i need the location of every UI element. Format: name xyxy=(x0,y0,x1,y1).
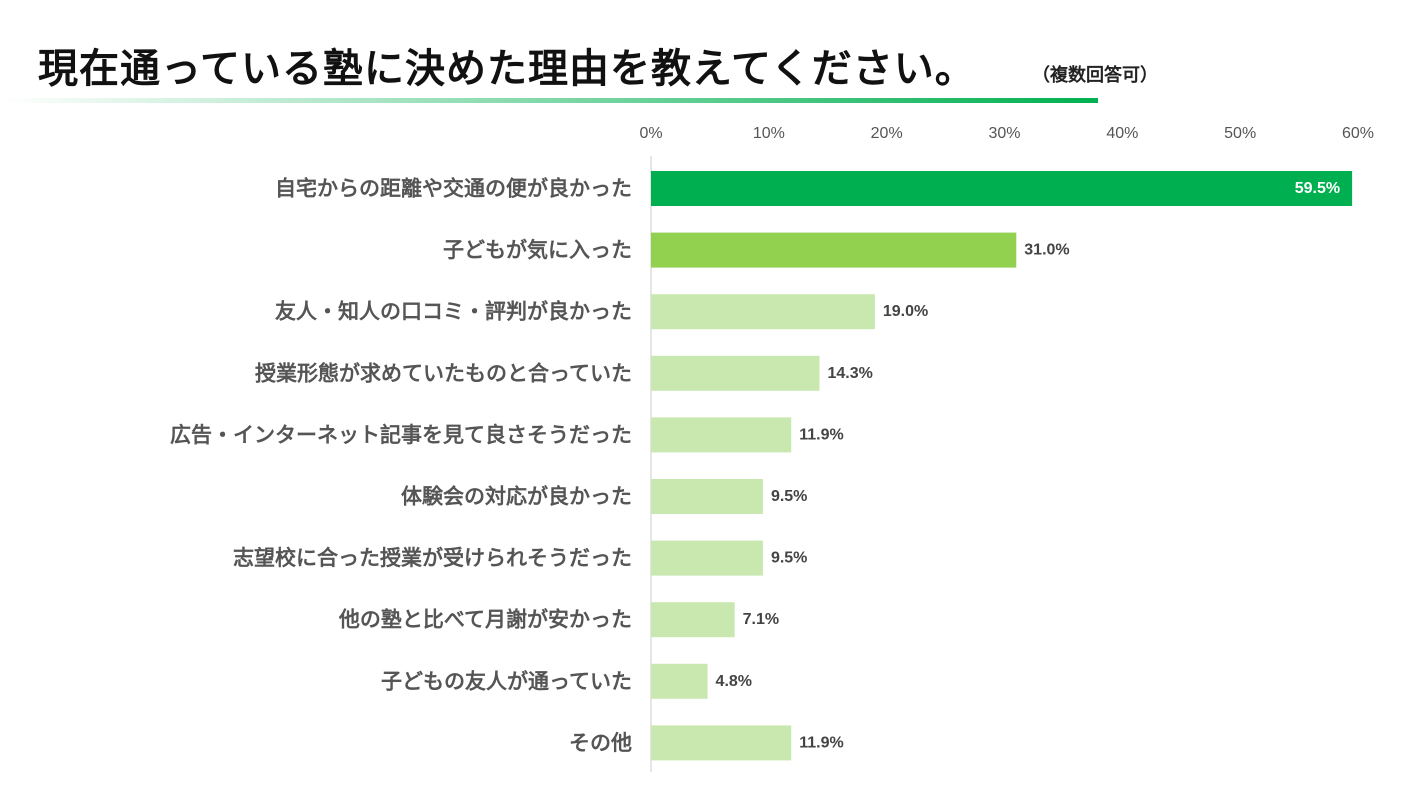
bar xyxy=(651,355,820,391)
value-label: 9.5% xyxy=(771,488,807,505)
x-tick-label: 30% xyxy=(988,125,1020,142)
bar xyxy=(651,663,708,699)
bar xyxy=(651,294,875,330)
bar xyxy=(651,171,1353,206)
bar xyxy=(651,540,763,576)
value-label: 14.3% xyxy=(828,365,873,382)
multiple-answer-note: （複数回答可） xyxy=(1032,65,1158,86)
value-label: 31.0% xyxy=(1024,242,1069,259)
value-label: 4.8% xyxy=(716,673,752,690)
category-label: 広告・インターネット記事を見て良さそうだった xyxy=(170,423,632,447)
category-label: 体験会の対応が良かった xyxy=(401,485,632,509)
x-tick-label: 10% xyxy=(753,125,785,142)
category-label: 自宅からの距離や交通の便が良かった xyxy=(275,177,632,201)
value-label: 7.1% xyxy=(743,611,779,628)
category-label: 子どもが気に入った xyxy=(443,238,632,262)
value-label: 19.0% xyxy=(883,303,928,320)
category-label: 志望校に合った授業が受けられそうだった xyxy=(233,546,632,570)
bar xyxy=(651,602,735,638)
x-axis-ticks: 0% 10% 20% 30% 40% 50% 60% xyxy=(639,125,1374,142)
bar xyxy=(651,725,792,761)
x-tick-label: 60% xyxy=(1342,125,1374,142)
category-label: 友人・知人の口コミ・評判が良かった xyxy=(275,300,632,324)
category-label: 他の塾と比べて月謝が安かった xyxy=(338,608,632,632)
x-tick-label: 40% xyxy=(1106,125,1138,142)
x-tick-label: 50% xyxy=(1224,125,1256,142)
value-label: 9.5% xyxy=(771,550,807,567)
value-label: 11.9% xyxy=(799,734,843,751)
value-label: 59.5% xyxy=(1295,180,1340,197)
bars xyxy=(651,171,1353,761)
x-tick-label: 0% xyxy=(639,125,662,142)
x-tick-label: 20% xyxy=(871,125,903,142)
category-label: 子どもの友人が通っていた xyxy=(381,669,632,693)
bar xyxy=(651,417,792,453)
bar xyxy=(651,479,763,514)
category-label: その他 xyxy=(569,731,632,755)
value-labels: 59.5% 31.0% 19.0% 14.3% 11.9% 9.5% 9.5% 7.1% 4.8… xyxy=(716,180,1341,751)
title-underline xyxy=(0,98,1098,103)
category-label: 授業形態が求めていたものと合っていた xyxy=(255,361,632,385)
value-label: 11.9% xyxy=(799,426,843,443)
category-labels: 自宅からの距離や交通の便が良かった子どもが気に入った友人・知人の口コミ・評判が良… xyxy=(170,177,632,755)
page-title: 現在通っている塾に決めた理由を教えてください。 xyxy=(38,46,976,92)
bar xyxy=(651,232,1017,268)
